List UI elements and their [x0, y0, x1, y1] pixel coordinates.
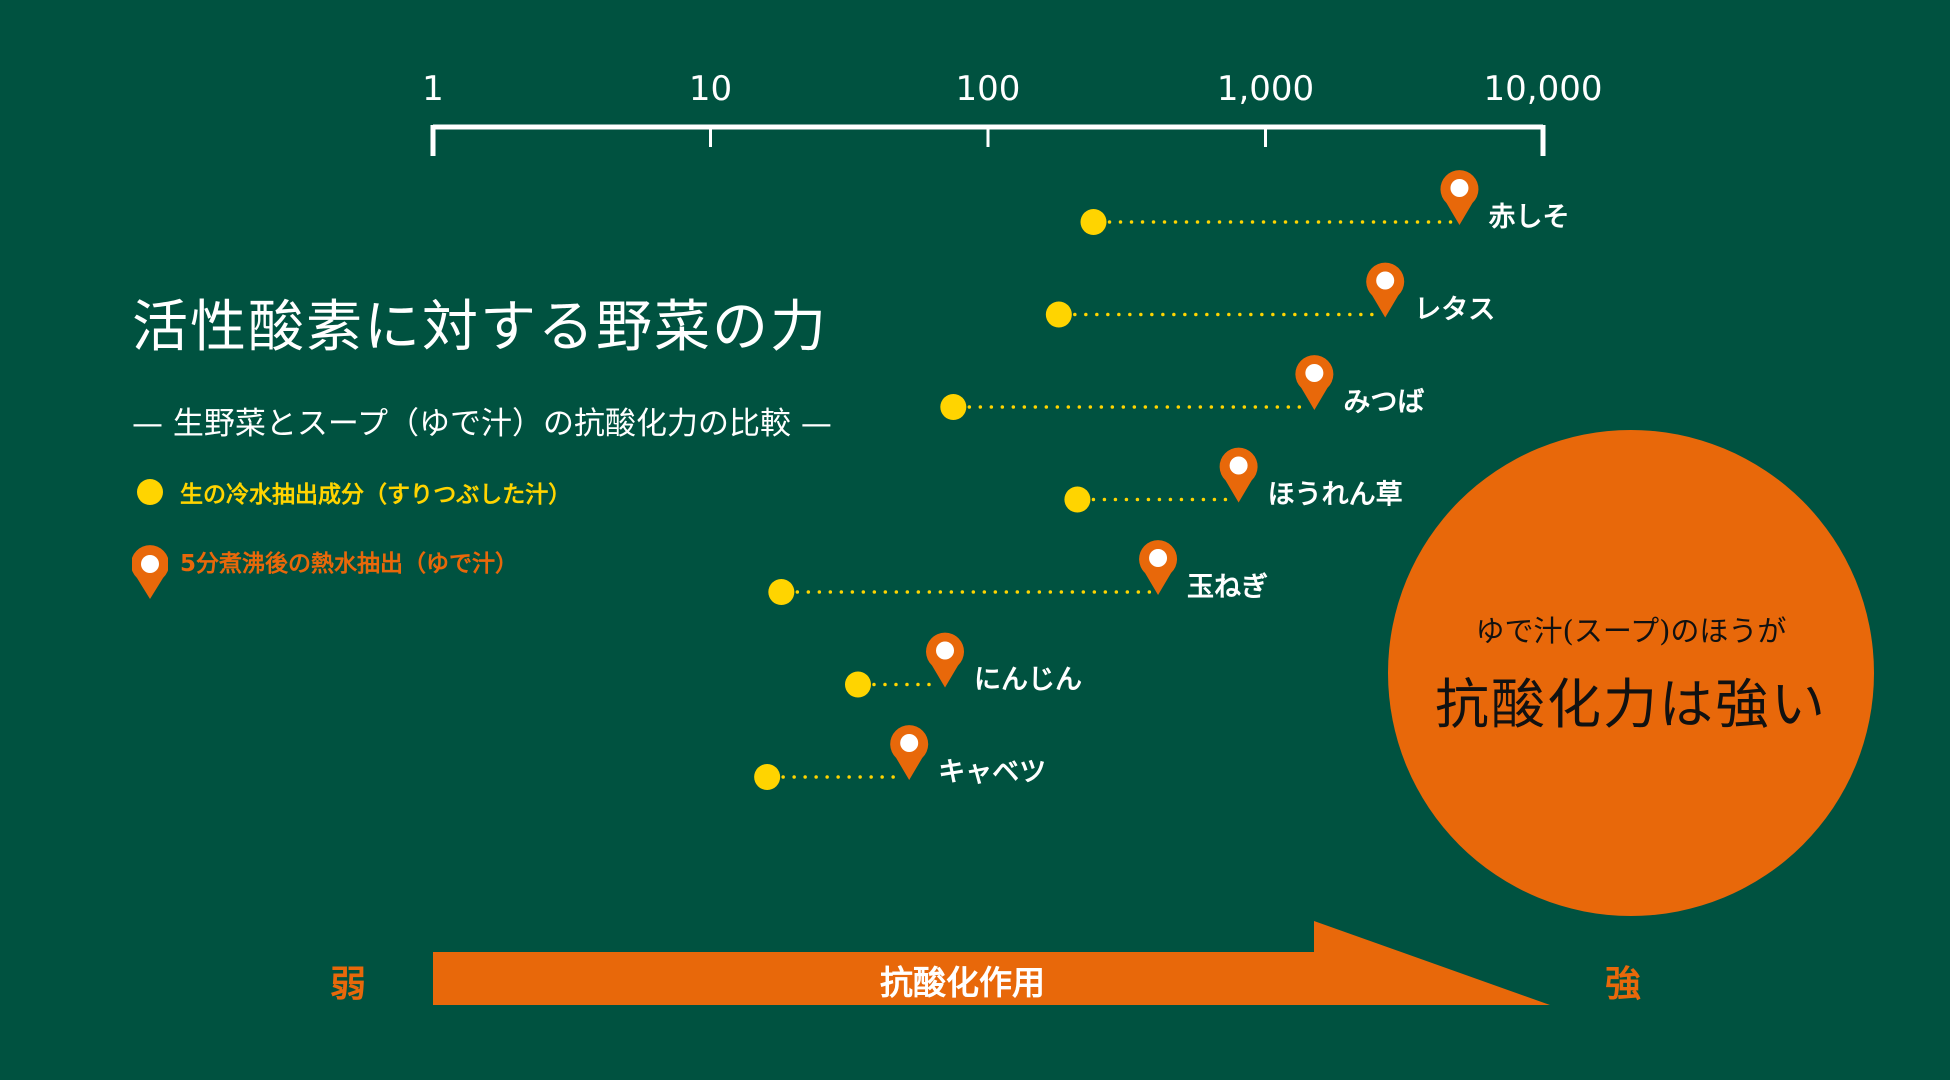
- arrow-label: 抗酸化作用: [880, 963, 1045, 1002]
- boiled-value-pin: [890, 725, 929, 780]
- x-tick-label: 10: [689, 69, 732, 109]
- yellow-dot-icon: [137, 479, 163, 505]
- raw-value-dot: [768, 579, 795, 605]
- vegetable-row: にんじん: [844, 632, 1082, 698]
- pin-center-dot: [1149, 549, 1168, 567]
- x-tick-label: 100: [956, 69, 1021, 109]
- x-tick-label: 1,000: [1217, 69, 1314, 109]
- strong-label: 強: [1605, 964, 1642, 1005]
- legend-boiled-label: 5分煮沸後の熱水抽出（ゆで汁）: [180, 551, 519, 577]
- chart-title: 活性酸素に対する野菜の力: [132, 295, 828, 360]
- vegetable-row: 赤しそ: [1080, 170, 1569, 235]
- boiled-value-pin: [1139, 540, 1178, 595]
- vegetable-row: レタス: [1045, 262, 1495, 328]
- vegetable-row: みつば: [940, 355, 1424, 420]
- callout-subtext: ゆで汁(スープ)のほうが: [1475, 613, 1787, 648]
- weak-label: 弱: [330, 964, 367, 1005]
- boiled-value-pin: [926, 632, 965, 688]
- boiled-value-pin: [1440, 170, 1479, 225]
- vegetable-label: みつば: [1343, 387, 1424, 418]
- vegetable-label: ほうれん草: [1268, 480, 1403, 511]
- boiled-value-pin: [1295, 355, 1334, 410]
- vegetable-row: キャベツ: [754, 725, 1046, 790]
- pin-center-dot: [1450, 179, 1469, 197]
- callout-circle: ゆで汁(スープ)のほうが 抗酸化力は強い: [1388, 430, 1874, 916]
- boiled-value-pin: [1219, 447, 1258, 503]
- vegetable-row: 玉ねぎ: [768, 540, 1268, 605]
- pin-center-dot: [936, 641, 955, 660]
- x-tick-label: 1: [422, 69, 444, 109]
- chart-subtitle: — 生野菜とスープ（ゆで汁）の抗酸化力の比較 —: [132, 406, 832, 442]
- vegetable-label: レタス: [1414, 295, 1495, 326]
- antioxidant-arrow: [433, 921, 1550, 1005]
- vegetable-label: 赤しそ: [1488, 202, 1569, 233]
- raw-value-dot: [1045, 301, 1072, 328]
- raw-value-dot: [844, 671, 871, 698]
- vegetable-row: ほうれん草: [1064, 447, 1403, 513]
- x-tick-label: 10,000: [1484, 69, 1603, 109]
- pin-center-dot: [1229, 456, 1248, 475]
- map-pin-icon: [132, 545, 168, 599]
- boiled-value-pin: [1366, 262, 1405, 318]
- raw-value-dot: [1080, 209, 1107, 235]
- legend-boiled: 5分煮沸後の熱水抽出（ゆで汁）: [132, 541, 519, 599]
- vegetable-label: 玉ねぎ: [1187, 572, 1268, 603]
- vegetable-label: にんじん: [974, 665, 1082, 696]
- pin-center-dot: [900, 734, 919, 752]
- pin-center-dot: [1376, 271, 1395, 290]
- vegetable-label: キャベツ: [938, 757, 1046, 788]
- pin-center-dot: [1305, 364, 1324, 382]
- raw-value-dot: [754, 764, 781, 790]
- raw-value-dot: [940, 394, 967, 420]
- raw-value-dot: [1064, 486, 1091, 513]
- legend-raw: 生の冷水抽出成分（すりつぶした汁）: [132, 472, 571, 512]
- legend-raw-label: 生の冷水抽出成分（すりつぶした汁）: [180, 482, 572, 508]
- callout-main-text: 抗酸化力は強い: [1435, 672, 1827, 736]
